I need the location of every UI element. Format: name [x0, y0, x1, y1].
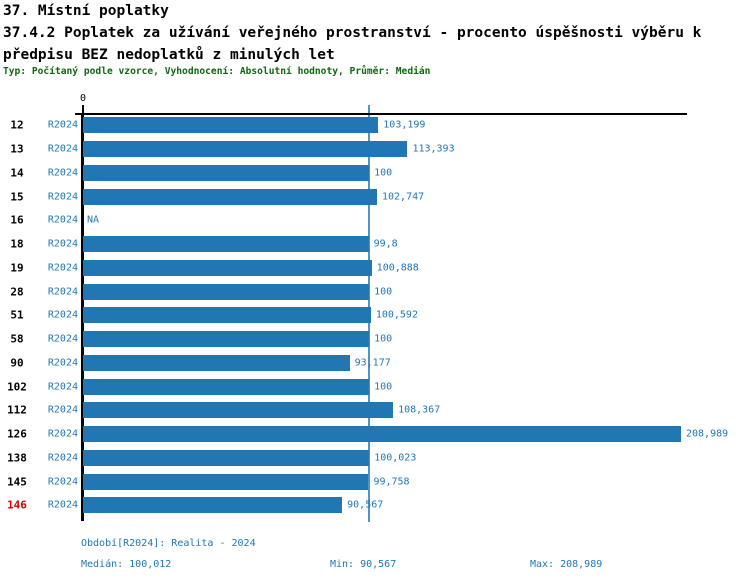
row-id-label: 12	[10, 118, 24, 132]
row-period-label: R2024	[47, 357, 78, 369]
footer-median-label: Medián: 100,012	[81, 559, 172, 570]
row-id-label: 90	[10, 356, 24, 370]
row-period-label: R2024	[47, 214, 78, 226]
row-value-label: 102,747	[382, 191, 425, 203]
row-value-label: 100	[374, 286, 393, 298]
x-axis-zero-tick	[82, 105, 84, 115]
row-id-label: 126	[7, 427, 27, 441]
value-bar	[83, 188, 377, 205]
chart-row: 58 R2024 100	[0, 327, 750, 351]
row-period-label: R2024	[47, 452, 78, 464]
footer-period-label: Období[R2024]: Realita - 2024	[81, 538, 256, 549]
value-bar	[83, 307, 371, 324]
row-value-label: 99,8	[373, 238, 398, 250]
row-period-label: R2024	[47, 191, 78, 203]
row-na-label: NA	[87, 214, 100, 226]
row-id-label: 18	[10, 237, 24, 251]
value-bar	[83, 117, 379, 134]
row-value-label: 100	[374, 167, 393, 179]
chart-row: 18 R2024 99,8	[0, 232, 750, 256]
row-period-label: R2024	[47, 119, 78, 131]
row-id-label: 138	[7, 451, 27, 465]
value-bar	[83, 426, 681, 443]
row-value-label: 90,567	[347, 499, 384, 511]
chart-row: 112 R2024 108,367	[0, 398, 750, 422]
chart-subtitle: Typ: Počítaný podle vzorce, Vyhodnocení:…	[3, 66, 431, 77]
chart-row: 16 R2024 NA	[0, 208, 750, 232]
value-bar	[83, 331, 370, 348]
row-value-label: 100,592	[375, 309, 418, 321]
row-period-label: R2024	[47, 286, 78, 298]
value-bar	[83, 236, 369, 253]
row-value-label: 100,023	[374, 452, 417, 464]
row-period-label: R2024	[47, 167, 78, 179]
row-id-label: 13	[10, 142, 24, 156]
chart-row: 28 R2024 100	[0, 280, 750, 304]
row-value-label: 99,758	[373, 476, 410, 488]
row-id-label: 19	[10, 261, 24, 275]
row-period-label: R2024	[47, 309, 78, 321]
chart-row: 126 R2024 208,989	[0, 422, 750, 446]
value-bar	[83, 283, 370, 300]
footer-max-label: Max: 208,989	[530, 559, 603, 570]
y-axis-line	[81, 113, 84, 521]
value-bar	[83, 497, 343, 514]
row-id-label: 112	[7, 403, 27, 417]
row-period-label: R2024	[47, 238, 78, 250]
row-period-label: R2024	[47, 333, 78, 345]
row-id-label: 16	[10, 213, 24, 227]
top-axis-line	[75, 113, 687, 115]
row-period-label: R2024	[47, 476, 78, 488]
value-bar	[83, 449, 370, 466]
row-id-label: 51	[10, 308, 24, 322]
chart-row: 145 R2024 99,758	[0, 470, 750, 494]
chart-row: 15 R2024 102,747	[0, 185, 750, 209]
chart-row: 51 R2024 100,592	[0, 303, 750, 327]
value-bar	[83, 164, 370, 181]
row-value-label: 113,393	[412, 143, 455, 155]
chart-row: 12 R2024 103,199	[0, 113, 750, 137]
row-value-label: 103,199	[383, 119, 426, 131]
x-axis-zero-tick-label: 0	[79, 93, 87, 104]
value-bar	[83, 354, 350, 371]
row-id-label: 146	[7, 498, 27, 512]
value-bar	[83, 259, 372, 276]
value-bar	[83, 378, 370, 395]
chart-title-line1: 37.4.2 Poplatek za užívání veřejného pro…	[3, 25, 702, 41]
row-id-label: 28	[10, 285, 24, 299]
row-period-label: R2024	[47, 404, 78, 416]
value-bar	[83, 141, 408, 158]
chart-row: 146 R2024 90,567	[0, 493, 750, 517]
row-value-label: 93,177	[354, 357, 391, 369]
chart-row: 19 R2024 100,888	[0, 256, 750, 280]
chart-row: 14 R2024 100	[0, 161, 750, 185]
row-id-label: 58	[10, 332, 24, 346]
chart-row: 102 R2024 100	[0, 375, 750, 399]
chart-title-line2: předpisu BEZ nedoplatků z minulých let	[3, 47, 335, 63]
footer-min-label: Min: 90,567	[330, 559, 397, 570]
row-value-label: 208,989	[686, 428, 729, 440]
row-period-label: R2024	[47, 499, 78, 511]
row-id-label: 14	[10, 166, 24, 180]
chart-row: 90 R2024 93,177	[0, 351, 750, 375]
value-bar	[83, 402, 394, 419]
page-title: 37. Místní poplatky	[3, 3, 169, 19]
row-value-label: 100	[374, 333, 393, 345]
row-value-label: 108,367	[398, 404, 441, 416]
row-id-label: 15	[10, 190, 24, 204]
chart-row: 138 R2024 100,023	[0, 446, 750, 470]
row-period-label: R2024	[47, 143, 78, 155]
value-bar	[83, 473, 369, 490]
row-period-label: R2024	[47, 428, 78, 440]
row-id-label: 145	[7, 475, 27, 489]
row-period-label: R2024	[47, 262, 78, 274]
row-id-label: 102	[7, 380, 27, 394]
row-value-label: 100,888	[376, 262, 419, 274]
row-value-label: 100	[374, 381, 393, 393]
row-period-label: R2024	[47, 381, 78, 393]
chart-row: 13 R2024 113,393	[0, 137, 750, 161]
